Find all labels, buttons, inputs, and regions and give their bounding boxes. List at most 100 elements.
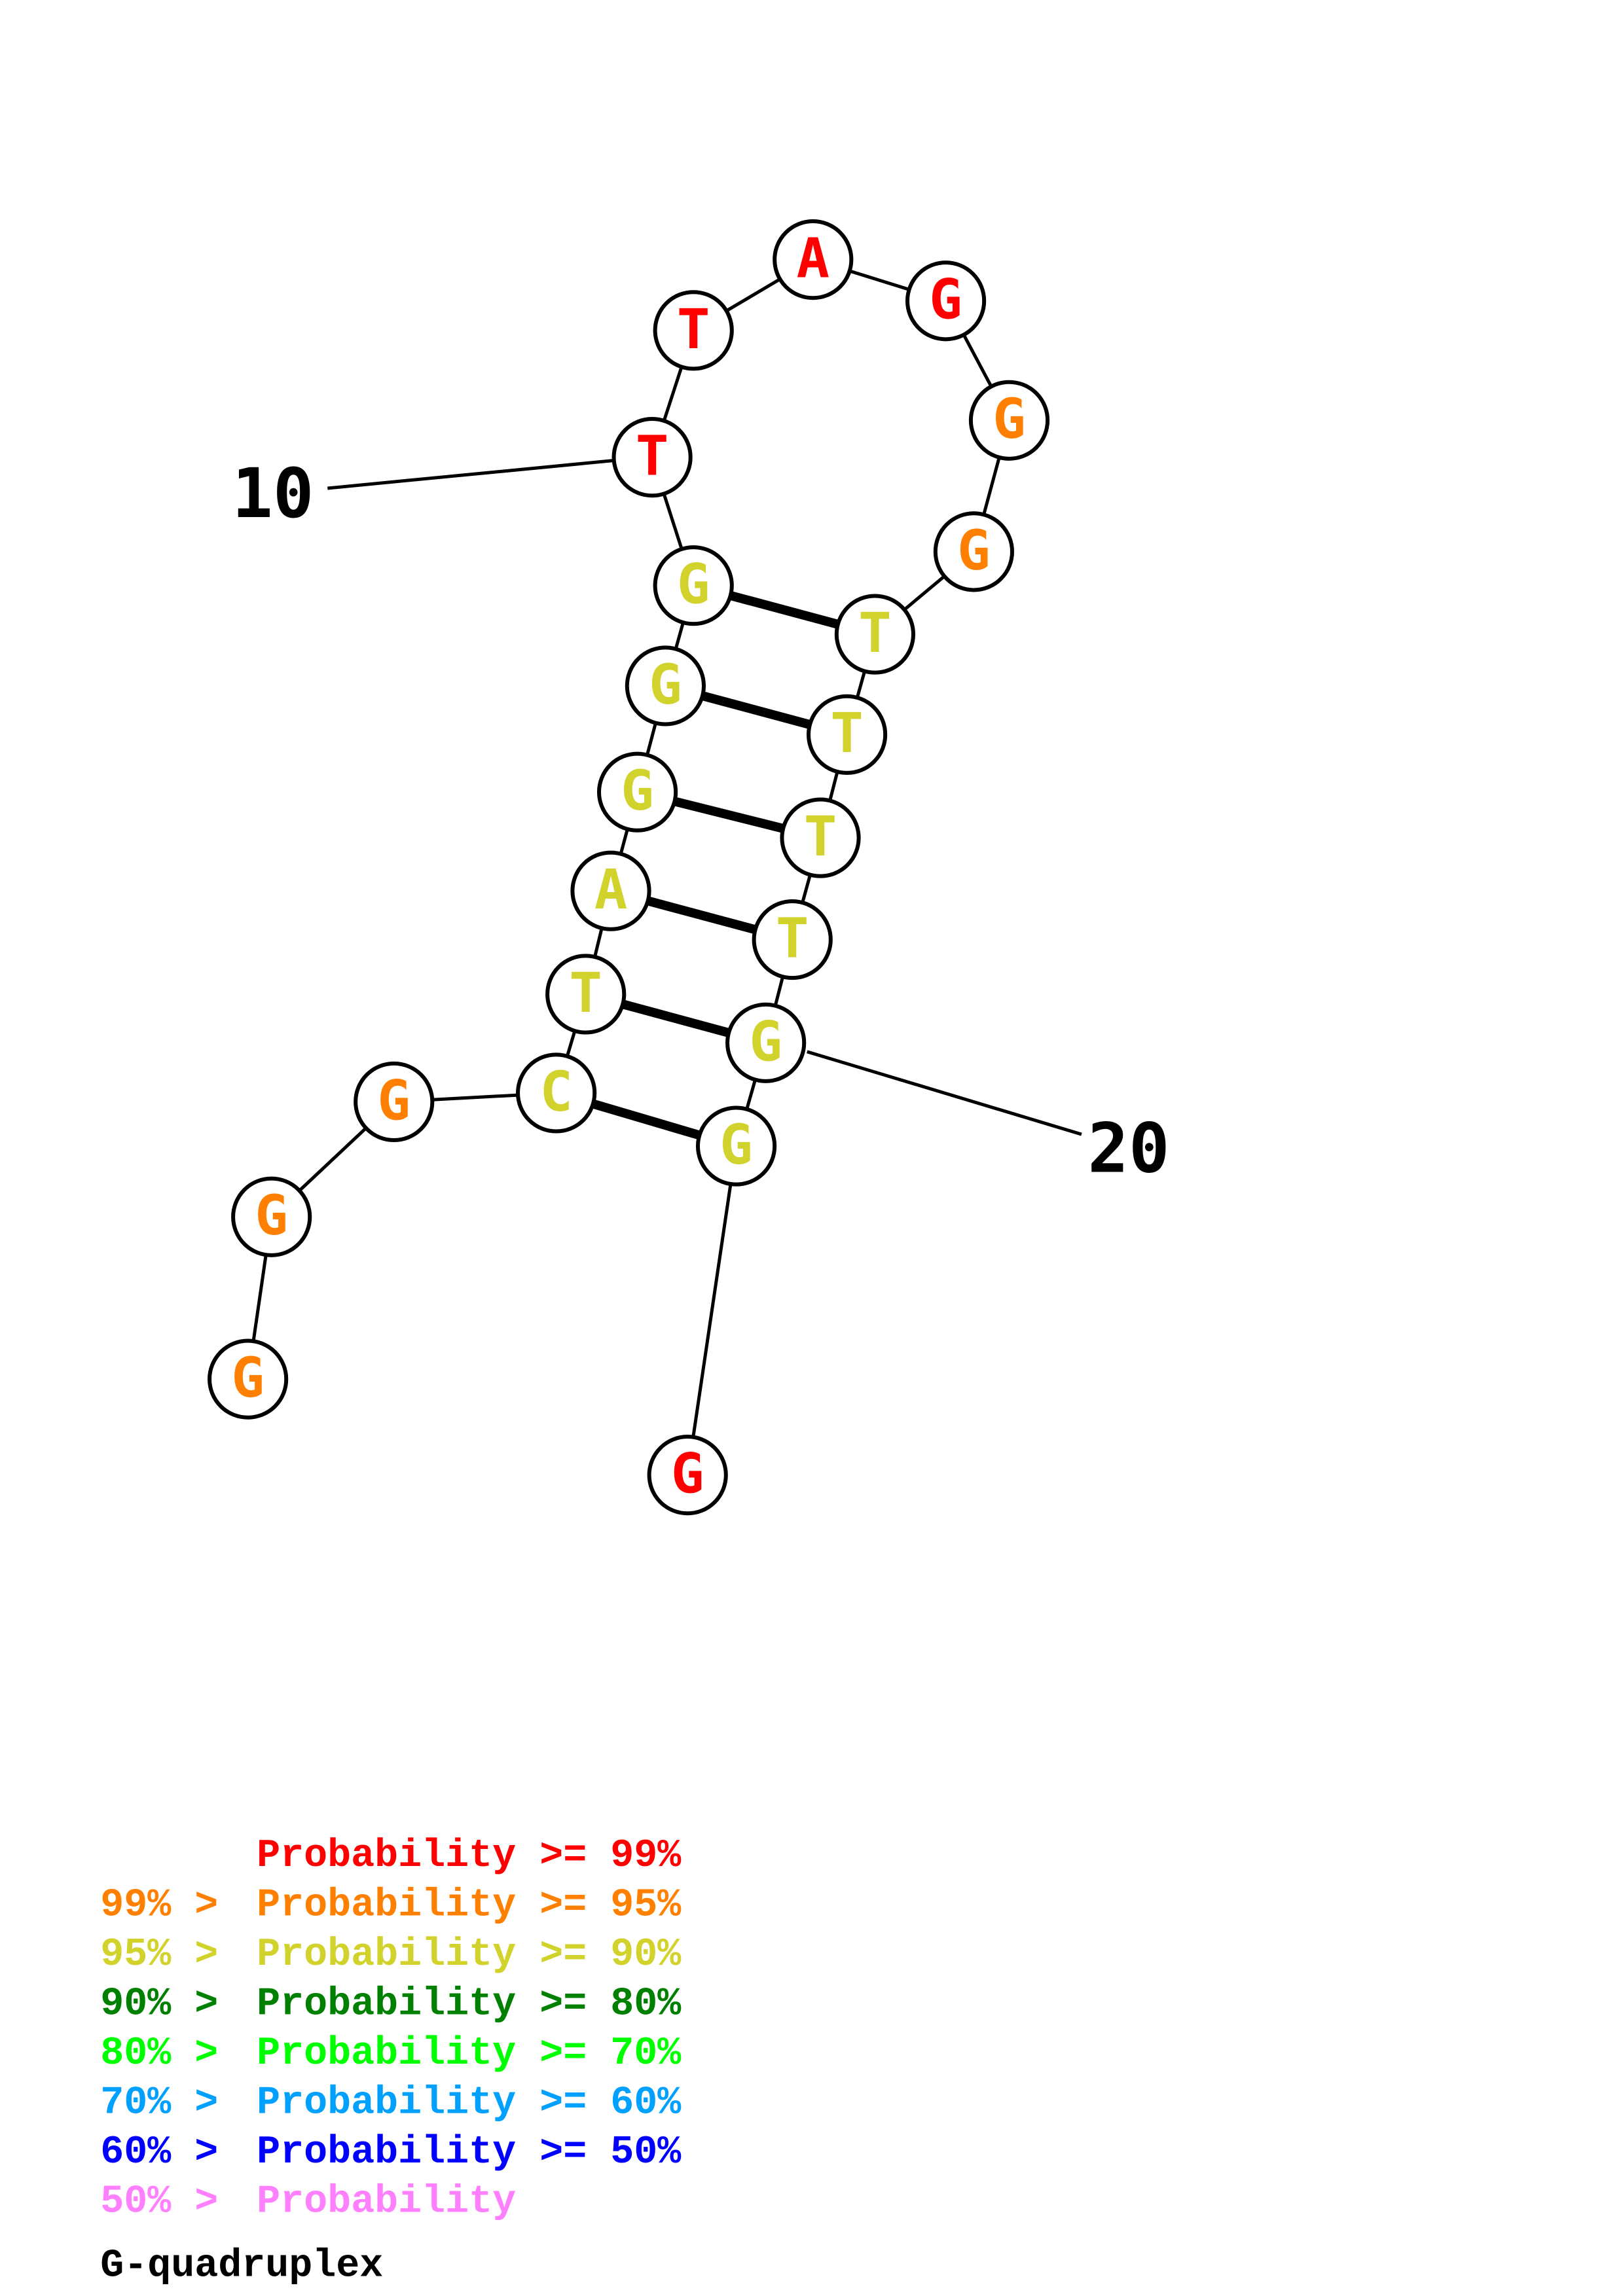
nucleotide-circle (516, 1052, 597, 1134)
backbone-segment (685, 1145, 739, 1476)
nucleotide-circle (647, 1435, 728, 1516)
nucleotide: T (834, 594, 916, 675)
nucleotide: A (570, 850, 651, 931)
nucleotide-circle (596, 751, 678, 833)
position-label-lines (327, 458, 1082, 1136)
nucleotide: G (647, 1435, 728, 1516)
nucleotide-base: T (804, 804, 837, 869)
legend-row: 95% > Probability >= 90% (100, 1933, 682, 1977)
nucleotide-circle (725, 1002, 807, 1083)
nucleotide-base: G (621, 759, 654, 823)
legend-row: 50% > Probability (100, 2179, 516, 2224)
nucleotide-base: T (636, 424, 669, 488)
nucleotide-base: T (677, 297, 710, 361)
legend-row-label: Probability >= 90% (257, 1933, 682, 1977)
nucleotide-base: T (776, 906, 809, 971)
nucleotide: T (780, 797, 861, 878)
nucleotide: T (653, 290, 734, 371)
legend-row-prefix: 95% > (100, 1933, 218, 1977)
nucleotide: G (725, 1002, 807, 1083)
legend-row-prefix: 90% > (100, 1982, 218, 2026)
nucleotide-base: G (749, 1009, 782, 1073)
nucleotide-base: G (255, 1183, 288, 1247)
nucleotide-circle (208, 1338, 289, 1420)
nucleotide-circle (773, 219, 854, 300)
position-label-line (327, 458, 617, 490)
nucleotide-base: T (858, 601, 892, 665)
nucleotide-circle (653, 545, 734, 626)
probability-legend: Probability >= 99% 99% > Probability >= 9… (100, 1834, 682, 2289)
nucleotide-base: G (671, 1442, 704, 1506)
legend-row-label: Probability >= 50% (257, 2130, 682, 2175)
legend-row-prefix: 70% > (100, 2081, 218, 2125)
nucleotide-base: G (677, 552, 710, 617)
nucleotide: G (596, 751, 678, 833)
position-labels: 10 20 (232, 454, 1169, 1189)
nucleotide-base: G (720, 1113, 753, 1177)
nucleotide-circle (806, 694, 888, 775)
legend-row-prefix: 50% > (100, 2179, 218, 2224)
legend-row-label: Probability >= 99% (257, 1834, 682, 1878)
legend-row-prefix: 60% > (100, 2130, 218, 2175)
nucleotide-circle (611, 417, 693, 498)
legend-row-label: Probability (257, 2179, 516, 2224)
nucleotide-circle (695, 1105, 777, 1187)
nucleotide: G (905, 260, 987, 342)
nucleotide: A (773, 219, 854, 300)
nucleotide-base: T (830, 701, 864, 765)
nucleotide-circle (653, 290, 734, 371)
legend-row: 90% > Probability >= 80% (100, 1982, 682, 2026)
legend-row: 70% > Probability >= 60% (100, 2081, 682, 2125)
position-label-line (807, 1050, 1082, 1136)
legend-row: 99% > Probability >= 95% (100, 1883, 682, 1928)
nucleotide-base: C (539, 1060, 573, 1124)
nucleotide-base: G (231, 1346, 264, 1410)
position-label: 20 (1087, 1109, 1169, 1189)
legend-row-label: Probability >= 70% (257, 2032, 682, 2076)
nucleotide: G (933, 511, 1014, 592)
nucleotide-base: G (993, 387, 1026, 451)
legend-row-label: Probability >= 95% (257, 1883, 682, 1928)
nucleotide-circle (933, 511, 1014, 592)
nucleotide: T (752, 899, 833, 980)
legend-row: 80% > Probability >= 70% (100, 2032, 682, 2076)
nucleotide-circle (752, 899, 833, 980)
nucleotide: G (968, 380, 1050, 461)
legend-row-label: Probability >= 60% (257, 2081, 682, 2125)
nucleotide-circle (780, 797, 861, 878)
nucleotide-circle (834, 594, 916, 675)
nucleotide-circle (545, 954, 627, 1035)
nucleotide: G (354, 1061, 435, 1143)
legend-row-label: Probability >= 80% (257, 1982, 682, 2026)
legend-row-prefix: 99% > (100, 1883, 218, 1928)
nucleotide-base: A (594, 857, 628, 922)
nucleotide: G (653, 545, 734, 626)
nucleotide-base: G (377, 1068, 410, 1132)
nucleotide-base: G (929, 268, 962, 332)
nucleotide: G (231, 1176, 312, 1257)
nucleotide: T (545, 954, 627, 1035)
nucleotide: G (625, 645, 706, 726)
legend-quadruplex-label: G-quadruplex (100, 2244, 383, 2288)
nucleotide-circle (905, 260, 987, 342)
nucleotide: G (208, 1338, 289, 1420)
nucleotide-circle (625, 645, 706, 726)
nucleotide: C (516, 1052, 597, 1134)
nucleotide-circle (231, 1176, 312, 1257)
legend-row-prefix: 80% > (100, 2032, 218, 2076)
nucleotide-circle (570, 850, 651, 931)
nucleotide-circle (968, 380, 1050, 461)
nucleotide: G (695, 1105, 777, 1187)
nucleotide-circle (354, 1061, 435, 1143)
nucleotide-base: G (649, 653, 682, 717)
nucleotide-base: T (569, 961, 602, 1025)
nucleotide-base: G (957, 518, 991, 583)
nucleotide: T (806, 694, 888, 775)
nucleotide: T (611, 417, 693, 498)
nucleotide-base: A (796, 226, 830, 291)
legend-row: Probability >= 99% (257, 1834, 682, 1878)
position-label: 10 (232, 454, 314, 533)
legend-row: 60% > Probability >= 50% (100, 2130, 682, 2175)
